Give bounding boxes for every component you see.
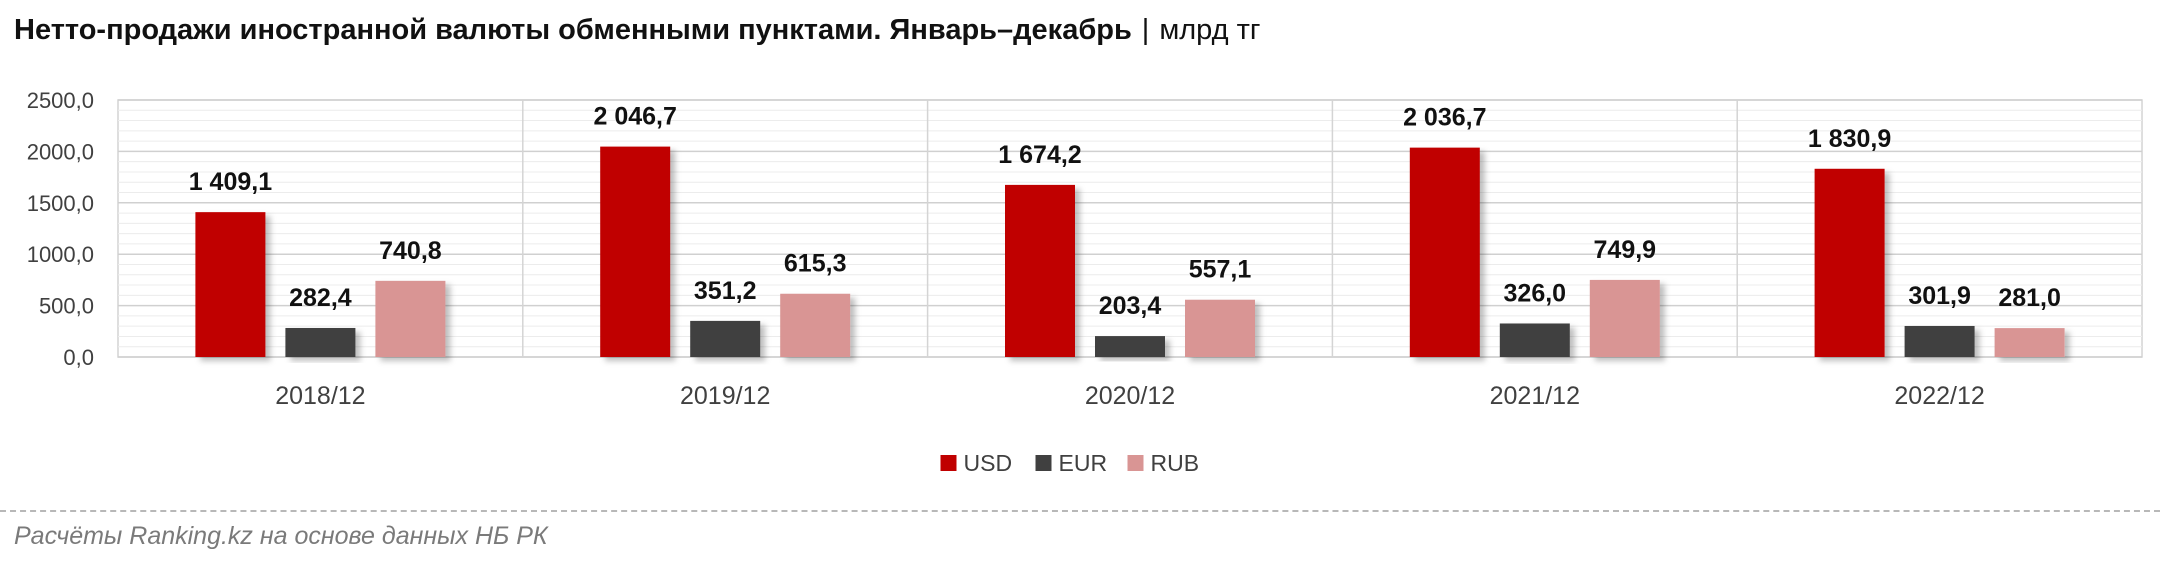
- data-label: 203,4: [1099, 292, 1162, 320]
- data-label: 281,0: [1998, 284, 2061, 312]
- y-tick-label: 2000,0: [27, 139, 94, 164]
- legend-swatch-usd: [940, 455, 957, 471]
- bar-usd-2020-12: [1005, 184, 1075, 357]
- data-label: 1 830,9: [1808, 125, 1891, 153]
- data-label: 1 674,2: [998, 141, 1081, 169]
- legend-swatch-rub: [1127, 455, 1144, 471]
- y-tick-label: 500,0: [39, 294, 94, 319]
- legend-swatch-eur: [1035, 455, 1052, 471]
- bar-usd-2018-12: [195, 212, 266, 357]
- data-label: 557,1: [1189, 256, 1252, 284]
- bar-eur-2018-12: [285, 327, 356, 357]
- y-tick-label: 0,0: [63, 345, 94, 370]
- bar-rub-2021-12: [1589, 279, 1660, 357]
- data-label: 749,9: [1594, 236, 1657, 264]
- bar-rub-2018-12: [375, 280, 446, 357]
- data-label: 740,8: [379, 237, 442, 265]
- bar-rub-2020-12: [1185, 299, 1255, 357]
- x-tick-label: 2022/12: [1894, 382, 1984, 410]
- bar-eur-2021-12: [1499, 323, 1570, 357]
- bar-eur-2020-12: [1095, 336, 1165, 357]
- y-tick-label: 1000,0: [27, 242, 94, 267]
- source-note: Расчёты Ranking.kz на основе данных НБ Р…: [14, 522, 548, 550]
- bar-eur-2019-12: [690, 320, 761, 357]
- bar-usd-2022-12: [1814, 168, 1885, 357]
- chart-title-main: Нетто-продажи иностранной валюты обменны…: [14, 14, 1132, 46]
- y-tick-label: 2500,0: [27, 88, 94, 113]
- legend-label-usd: USD: [964, 450, 1013, 476]
- data-label: 326,0: [1504, 279, 1567, 307]
- data-label: 615,3: [784, 250, 847, 278]
- bar-eur-2022-12: [1904, 325, 1975, 357]
- source-divider: [0, 510, 2160, 512]
- data-label: 1 409,1: [189, 168, 273, 196]
- bar-rub-2019-12: [780, 293, 851, 357]
- chart-title: Нетто-продажи иностранной валюты обменны…: [14, 14, 1261, 47]
- gridlines: [117, 99, 2143, 358]
- data-labels: 1 409,1 2 046,7 1 674,2 2 036,7 1 830,9 282,4…: [189, 103, 2061, 320]
- bar-chart: 0,0 500,0 1000,0 1500,0 2000,0 2500,0 1 409,1…: [27, 88, 2143, 476]
- bar-rub-2022-12: [1994, 328, 2065, 357]
- legend: USD EUR RUB: [940, 450, 1200, 476]
- x-tick-label: 2018/12: [275, 382, 365, 410]
- chart-title-separator: |: [1141, 14, 1150, 46]
- bar-usd-2021-12: [1409, 147, 1480, 357]
- x-tick-label: 2019/12: [680, 382, 770, 410]
- chart-title-unit: млрд тг: [1159, 14, 1261, 46]
- data-label: 2 046,7: [593, 103, 676, 131]
- bars: [195, 146, 2065, 357]
- data-label: 282,4: [289, 284, 352, 312]
- data-label: 351,2: [694, 277, 757, 305]
- bar-usd-2019-12: [600, 146, 671, 357]
- x-axis: 2018/12 2019/12 2020/12 2021/12 2022/12: [275, 382, 1985, 410]
- data-label: 2 036,7: [1403, 104, 1486, 132]
- x-tick-label: 2021/12: [1490, 382, 1580, 410]
- legend-label-rub: RUB: [1151, 450, 1200, 476]
- data-label: 301,9: [1908, 282, 1971, 310]
- x-tick-label: 2020/12: [1085, 382, 1175, 410]
- y-tick-label: 1500,0: [27, 191, 94, 216]
- y-axis: 0,0 500,0 1000,0 1500,0 2000,0 2500,0: [27, 88, 94, 370]
- legend-label-eur: EUR: [1059, 450, 1108, 476]
